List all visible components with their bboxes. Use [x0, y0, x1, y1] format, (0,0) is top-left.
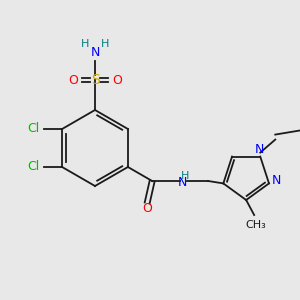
Text: N: N — [90, 46, 100, 59]
Text: CH₃: CH₃ — [246, 220, 266, 230]
Text: Cl: Cl — [27, 160, 39, 173]
Text: H: H — [101, 39, 109, 49]
Text: Cl: Cl — [27, 122, 39, 136]
Text: O: O — [112, 74, 122, 86]
Text: H: H — [81, 39, 89, 49]
Text: O: O — [142, 202, 152, 215]
Text: N: N — [271, 174, 281, 187]
Text: S: S — [91, 73, 99, 87]
Text: H: H — [181, 171, 189, 181]
Text: N: N — [178, 176, 187, 190]
Text: O: O — [68, 74, 78, 86]
Text: N: N — [255, 143, 264, 156]
